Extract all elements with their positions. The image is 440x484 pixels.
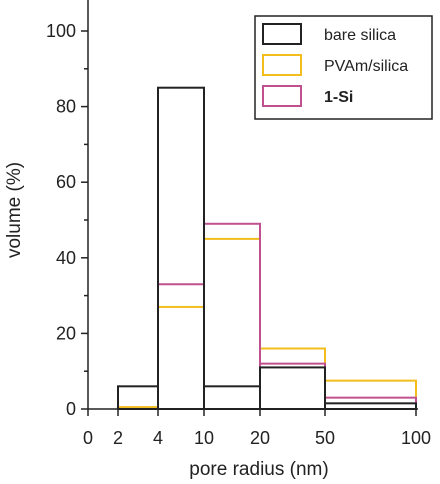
- bar-1-si-4-10: [157, 283, 205, 411]
- y-tick-label: 20: [56, 323, 76, 343]
- bar-bare-silica-10-20: [203, 385, 261, 411]
- legend-swatch-pvam-silica: [262, 54, 302, 76]
- bar-bare-silica-50-100: [324, 402, 417, 410]
- y-tick-label: 0: [66, 399, 76, 419]
- y-axis-title: volume (%): [4, 162, 25, 258]
- bar-1-si-20-50: [259, 362, 326, 411]
- legend-label-1-si: 1-Si: [324, 89, 353, 106]
- x-tick-label: 10: [194, 428, 214, 448]
- y-tick-label: 60: [56, 172, 76, 192]
- x-tick-label: 0: [83, 428, 93, 448]
- x-tick-label: 2: [113, 428, 123, 448]
- x-tick-label: 50: [315, 428, 335, 448]
- bars-layer: [117, 86, 417, 411]
- bar-bare-silica-4-10: [157, 86, 205, 410]
- legend: bare silica PVAm/silica 1-Si: [254, 15, 433, 120]
- x-tick-label: 20: [250, 428, 270, 448]
- legend-label-pvam-silica: PVAm/silica: [324, 58, 408, 75]
- x-axis-title: pore radius (nm): [189, 459, 328, 480]
- legend-swatch-1-si: [262, 85, 302, 107]
- y-tick-label: 100: [46, 21, 76, 41]
- bar-pvam-silica-20-50: [259, 347, 326, 410]
- x-tick-label: 4: [153, 428, 163, 448]
- bar-pvam-silica-50-100: [324, 379, 417, 410]
- legend-swatch-bare-silica: [262, 23, 302, 45]
- y-tick-label: 40: [56, 248, 76, 268]
- bar-pvam-silica-4-10: [157, 305, 205, 410]
- y-tick-label: 80: [56, 97, 76, 117]
- bar-pvam-silica-10-20: [203, 237, 261, 410]
- bar-bare-silica-2-4: [117, 385, 159, 411]
- legend-box: [254, 15, 433, 120]
- legend-label-bare-silica: bare silica: [324, 27, 396, 44]
- x-tick-label: 100: [401, 428, 431, 448]
- bar-bare-silica-20-50: [259, 366, 326, 411]
- bar-1-si-10-20: [203, 222, 261, 410]
